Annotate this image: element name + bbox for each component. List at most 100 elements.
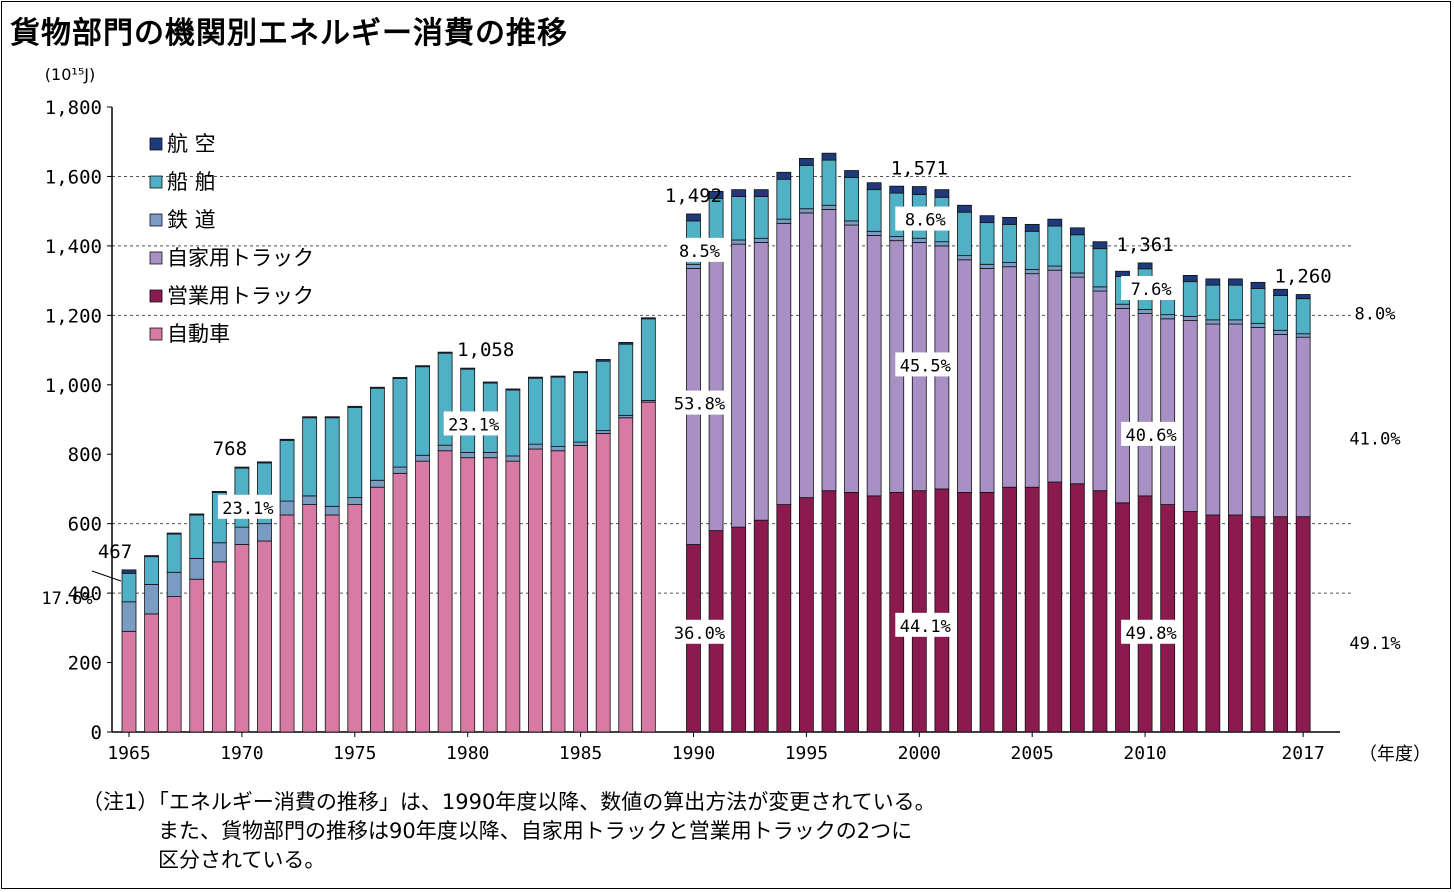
- footnote-line-1: （注1）「エネルギー消費の推移」は、1990年度以降、数値の算出方法が変更されて…: [82, 790, 936, 814]
- bar-segment: [618, 417, 634, 733]
- legend-label: 鉄 道: [167, 208, 216, 232]
- bar-segment: [189, 578, 205, 733]
- value-label: 1,260: [1275, 266, 1332, 288]
- bar-segment: [1024, 269, 1040, 275]
- bar-segment: [1205, 514, 1221, 733]
- bar-segment: [279, 438, 295, 441]
- bar-segment: [776, 178, 792, 220]
- bar-segment: [1295, 294, 1311, 300]
- bar-segment: [979, 492, 995, 733]
- bar-segment: [866, 182, 882, 191]
- bar-segment: [1024, 273, 1040, 488]
- bar-segment: [392, 378, 408, 468]
- percent-label-bg: [895, 352, 956, 377]
- bar-segment: [1002, 262, 1018, 268]
- bar-segment: [1160, 314, 1176, 320]
- percent-label: 49.8%: [1126, 624, 1177, 644]
- bar-segment: [1228, 278, 1243, 286]
- bar-segment: [866, 235, 882, 497]
- y-tick-label: 0: [91, 722, 102, 744]
- x-tick-label: 1995: [785, 743, 828, 764]
- bar-segment: [369, 386, 385, 389]
- percent-label: 53.8%: [674, 395, 725, 415]
- legend-swatch: [149, 137, 163, 151]
- bar-segment: [1295, 298, 1311, 335]
- bar-segment: [821, 209, 837, 492]
- bar-segment: [1069, 276, 1085, 485]
- bar-segment: [347, 497, 363, 505]
- bar-segment: [1092, 286, 1108, 292]
- bar-segment: [1002, 223, 1018, 263]
- bar-segment: [302, 416, 318, 419]
- bar-segment: [686, 213, 701, 222]
- bar-segment: [776, 218, 792, 224]
- bar-segment: [957, 255, 972, 261]
- bar-segment: [731, 189, 747, 197]
- bar-segment: [234, 526, 250, 545]
- bar-segment: [550, 376, 566, 447]
- value-label: 1,361: [1116, 234, 1173, 256]
- bar-segment: [979, 263, 995, 269]
- bar-segment: [618, 342, 634, 345]
- bar-segment: [1024, 230, 1040, 270]
- x-tick-label: 1975: [333, 743, 376, 764]
- bar-segment: [369, 486, 385, 733]
- bar-segment: [595, 360, 611, 432]
- bar-segment: [1295, 333, 1311, 338]
- bar-segment: [844, 224, 859, 493]
- bar-segment: [1205, 319, 1221, 325]
- x-tick-label: 1990: [672, 743, 715, 764]
- y-tick-label: 200: [68, 653, 102, 675]
- bar-segment: [1273, 288, 1288, 296]
- bar-segment: [957, 492, 972, 733]
- bar-segment: [1115, 502, 1130, 733]
- legend-swatch: [149, 289, 163, 303]
- bar-segment: [347, 504, 363, 733]
- bar-segment: [821, 204, 837, 210]
- bar-segment: [189, 557, 205, 580]
- bar-segment: [844, 170, 859, 178]
- bar-segment: [302, 504, 318, 733]
- bar-segment: [324, 417, 340, 507]
- bar-segment: [189, 514, 205, 559]
- y-tick-label: 600: [68, 514, 102, 536]
- percent-label-bg: [1121, 421, 1182, 446]
- bar-segment: [1273, 295, 1288, 331]
- bar-segment: [844, 492, 859, 733]
- bar-segment: [753, 242, 769, 521]
- legend-swatch: [149, 327, 163, 341]
- percent-label: 8.0%: [1355, 304, 1396, 324]
- percent-label-bg: [669, 390, 730, 415]
- bar-segment: [889, 185, 905, 194]
- bar-segment: [889, 492, 905, 733]
- percent-label-bg: [217, 494, 278, 519]
- footnote: （注1）「エネルギー消費の推移」は、1990年度以降、数値の算出方法が変更されて…: [82, 788, 936, 875]
- bar-segment: [753, 196, 769, 239]
- percent-label-bg: [895, 612, 956, 637]
- bar-segment: [1160, 318, 1176, 505]
- bar-segment: [1205, 284, 1221, 321]
- bar-segment: [347, 406, 363, 499]
- bar-segment: [1069, 483, 1085, 733]
- bar-segment: [844, 220, 859, 226]
- bar-segment: [753, 189, 769, 197]
- bar-segment: [1182, 511, 1198, 733]
- bar-segment: [1002, 217, 1018, 225]
- bar-segment: [324, 505, 340, 516]
- bar-segment: [979, 222, 995, 265]
- percent-label-bg: [443, 411, 504, 436]
- bar-segment: [482, 452, 498, 459]
- bar-segment: [234, 544, 250, 733]
- bar-segment: [415, 365, 430, 368]
- x-tick-label: 2010: [1123, 743, 1166, 764]
- bar-segment: [957, 211, 972, 257]
- bar-segment: [708, 245, 724, 532]
- bar-segment: [324, 514, 340, 733]
- x-tick-label: 2005: [1011, 743, 1054, 764]
- bar-segment: [640, 317, 656, 320]
- legend-swatch: [149, 175, 163, 189]
- bar-segment: [1047, 481, 1063, 733]
- bar-segment: [1047, 225, 1063, 267]
- bar-segment: [573, 372, 588, 443]
- percent-label: 23.1%: [222, 499, 273, 519]
